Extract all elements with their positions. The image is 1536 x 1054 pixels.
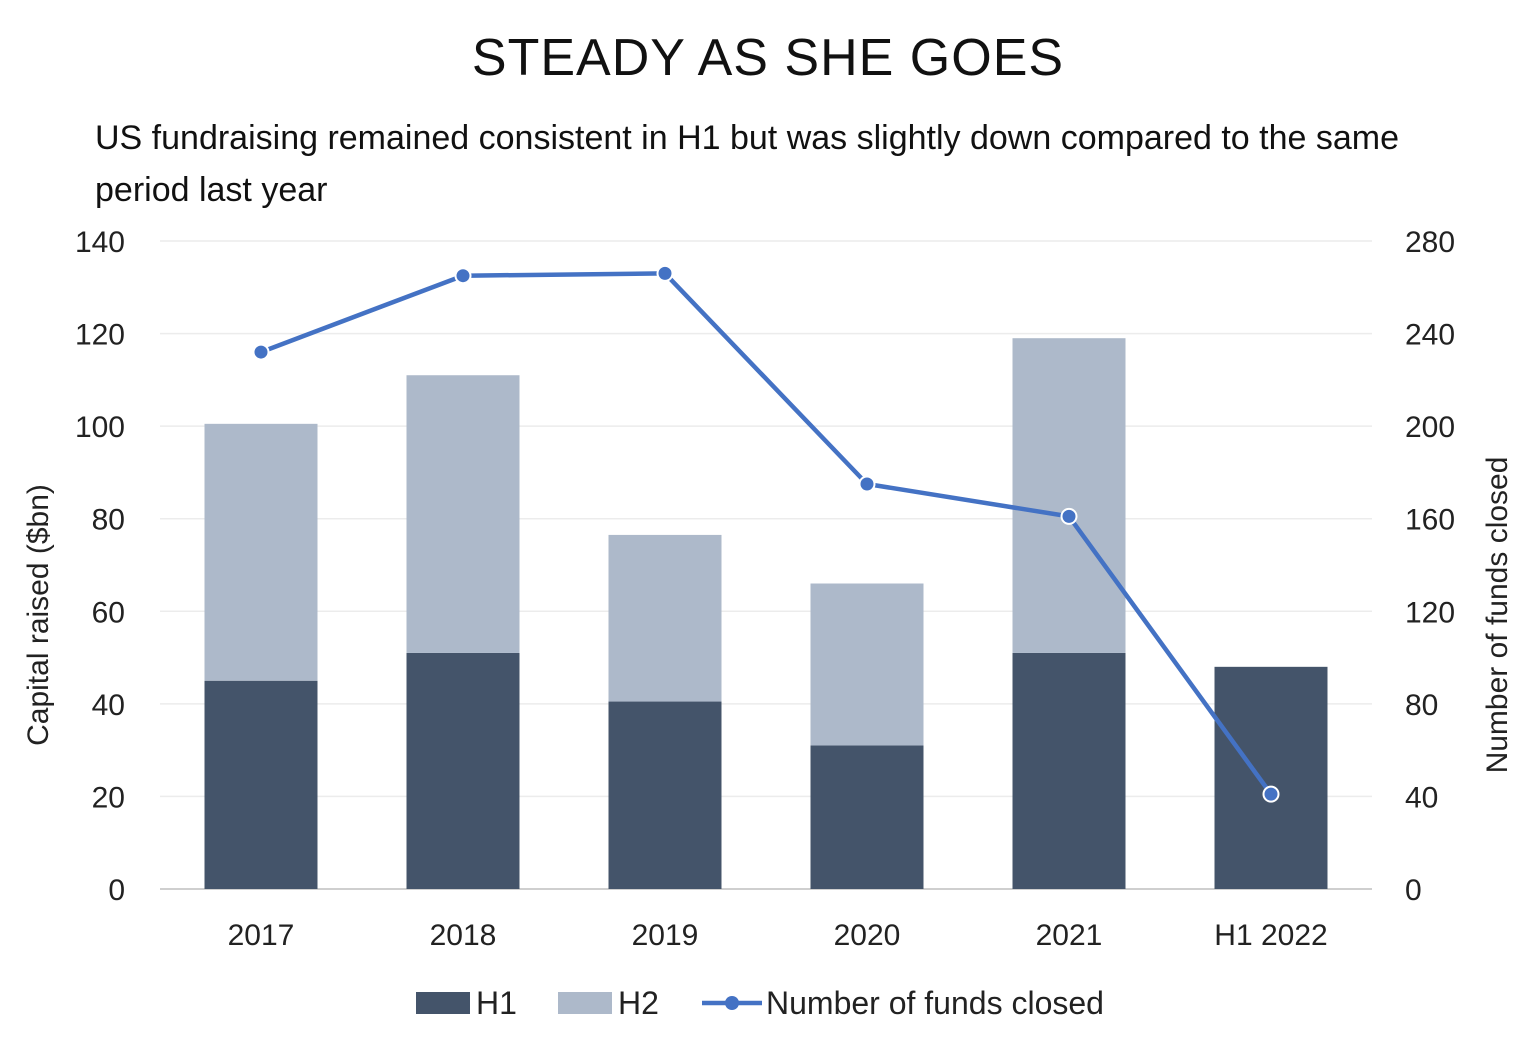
x-tick-label: H1 2022 [1214,919,1327,952]
y-tick-label-left: 120 [75,319,125,352]
bar-h1 [204,680,318,889]
y-tick-label-left: 20 [92,781,125,814]
bar-h2 [406,375,520,653]
y-tick-label-right: 120 [1405,596,1455,629]
y-tick-label-left: 100 [75,411,125,444]
bar-h1 [1214,666,1328,889]
bar-h2 [810,583,924,746]
y-tick-label-left: 80 [92,504,125,537]
x-tick-label: 2019 [632,919,699,952]
line-funds-closed [260,271,1273,796]
y-tick-label-right: 200 [1405,411,1455,444]
bar-h1 [810,745,924,889]
line-point-funds-closed [1060,507,1078,525]
y-tick-label-right: 160 [1405,504,1455,537]
bar-h2 [608,534,722,702]
y-tick-label-right: 80 [1405,689,1438,722]
y-tick-label-left: 60 [92,596,125,629]
y-tick-label-left: 0 [108,874,125,907]
y-axis-title-left: Capital raised ($bn) [22,484,55,746]
y-axis-title-right: Number of funds closed [1481,457,1514,774]
x-tick-label: 2021 [1036,919,1103,952]
line-point-funds-closed [454,267,472,285]
bar-h1 [1012,652,1126,889]
y-tick-label-right: 40 [1405,781,1438,814]
legend-swatch-h1 [416,992,470,1014]
legend-label-h1: H1 [476,985,517,1021]
bar-h2 [204,423,318,681]
legend-label-h2: H2 [618,985,659,1021]
legend-swatch-h2 [558,992,612,1014]
line-point-funds-closed [252,343,270,361]
line-point-funds-closed [656,264,674,282]
x-tick-label: 2020 [834,919,901,952]
line-point-funds-closed [1262,785,1280,803]
bar-h1 [608,701,722,889]
chart-title: STEADY AS SHE GOES [471,29,1065,87]
y-tick-label-right: 0 [1405,874,1422,907]
bar-h2 [1012,338,1126,653]
y-tick-label-left: 140 [75,226,125,259]
bar-h1 [406,652,520,889]
y-tick-label-right: 240 [1405,319,1455,352]
chart-subtitle: US fundraising remained consistent in H1… [95,119,1400,209]
legend-label-funds-closed: Number of funds closed [766,985,1104,1021]
y-tick-label-left: 40 [92,689,125,722]
x-tick-label: 2018 [430,919,497,952]
y-tick-label-right: 280 [1405,226,1455,259]
legend-swatch-marker [725,996,739,1010]
x-tick-label: 2017 [228,919,295,952]
line-point-funds-closed [858,475,876,493]
